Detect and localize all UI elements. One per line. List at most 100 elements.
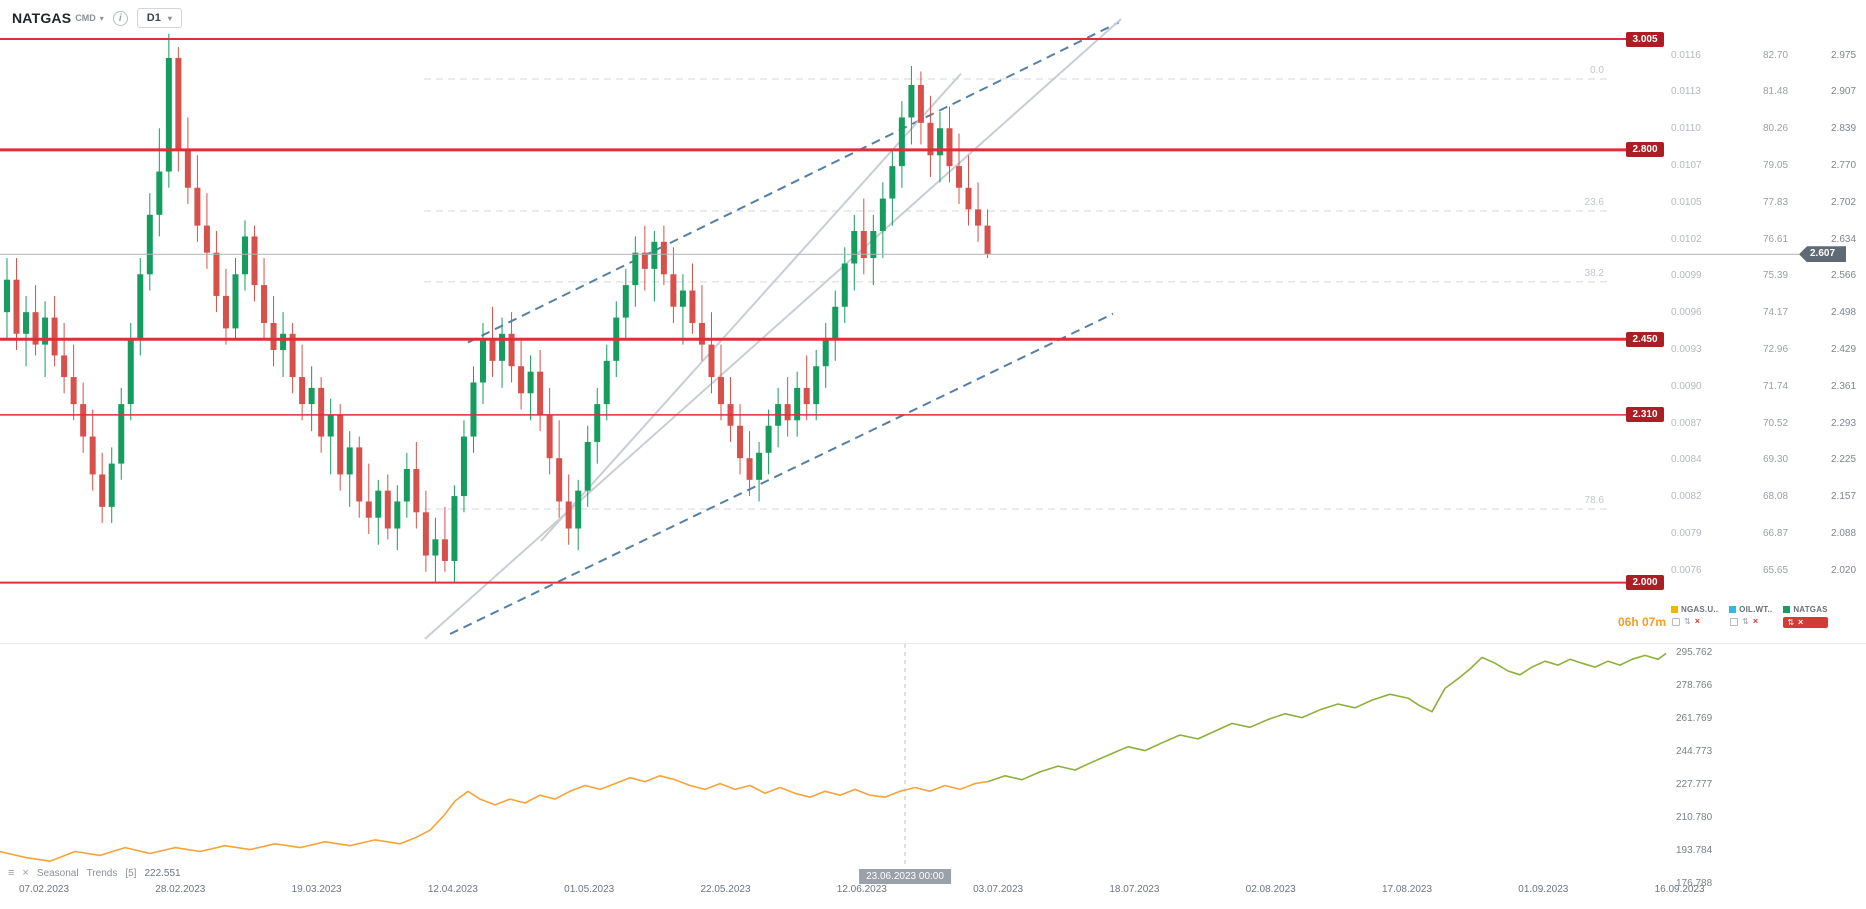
candle-body [689, 290, 696, 323]
candle-body [460, 436, 467, 497]
timeframe-value: D1 [146, 12, 161, 24]
candle-body [851, 231, 858, 264]
candle-body [879, 198, 886, 232]
price-level-label: 3.005 [1626, 31, 1664, 47]
candle-body [4, 279, 10, 313]
price-scale-value: 0.0116 [1671, 49, 1701, 61]
price-scale-value: 71.74 [1763, 380, 1789, 392]
price-scale-value: 2.429 [1831, 343, 1857, 355]
price-scale-value: 2.157 [1831, 491, 1857, 503]
channel-trendline [467, 21, 1120, 344]
sort-arrows-icon[interactable]: ⇅ [1684, 617, 1691, 626]
price-scale-value: 0.0076 [1671, 564, 1702, 576]
candle-body [299, 377, 306, 405]
candle-body [936, 128, 943, 156]
candle-body [946, 128, 953, 167]
candle-body [756, 452, 763, 480]
fib-level-label: 78.6 [1584, 495, 1604, 507]
visibility-icon[interactable] [1672, 617, 1680, 626]
candle-body [870, 231, 877, 259]
price-scale-value: 65.65 [1763, 564, 1789, 576]
seasonal-axis[interactable]: 295.762 278.766 261.769 244.773 227.777 210.7… [1676, 0, 1736, 909]
time-axis-label: 17.08.2023 [1381, 884, 1433, 895]
legend-swatch [1783, 606, 1791, 613]
price-level-label: 2.450 [1626, 331, 1664, 347]
price-scale-value: 69.30 [1763, 454, 1789, 466]
timeframe-dropdown[interactable]: D1 ▾ [136, 8, 182, 28]
price-scale-value: 0.0113 [1671, 86, 1701, 98]
candle-body [556, 458, 563, 502]
legend-item-oil[interactable]: OIL.WT.. ⇅ × [1729, 605, 1772, 628]
candle-body [537, 371, 544, 415]
candle-body [251, 236, 258, 286]
legend-item-natgas[interactable]: NATGAS ⇅ × [1783, 605, 1828, 628]
session-countdown: 06h 07m [1617, 615, 1666, 629]
symbol-selector[interactable]: NATGAS CMD ▾ [12, 10, 104, 26]
price-scale-value: 0.0096 [1671, 307, 1702, 319]
price-axis-column[interactable]: 2.975 2.907 2.839 2.770 2.702 2.634 2.566 2.498… [1831, 0, 1866, 909]
candle-body [803, 387, 810, 405]
info-icon[interactable]: i [112, 10, 128, 26]
fib-level-label: 0.0 [1590, 65, 1604, 77]
trendline [540, 72, 962, 542]
candle-body [194, 187, 201, 226]
candle-body [841, 263, 848, 307]
indicator-value: 222.551 [144, 867, 181, 879]
chevron-down-icon: ▾ [99, 13, 104, 23]
candle-body [718, 377, 724, 405]
candle-body [508, 333, 515, 367]
candle-body [441, 539, 448, 561]
candle-body [584, 441, 591, 491]
candle-body [165, 57, 172, 172]
candle-body [70, 377, 77, 405]
candle-body [146, 214, 153, 275]
price-scale-value: 2.498 [1831, 307, 1857, 319]
candle-body [908, 84, 915, 118]
remove-icon[interactable]: × [1752, 616, 1759, 626]
price-scale-value: 0.0107 [1671, 160, 1702, 172]
time-axis[interactable]: 07.02.2023 28.02.2023 19.03.2023 12.04.2023… [0, 884, 1866, 898]
candle-body [318, 387, 325, 437]
price-level-label: 2.310 [1626, 407, 1664, 423]
chart-legend: NGAS.U.. ⇅ × OIL.WT.. ⇅ × NATGAS [1671, 605, 1828, 628]
price-scale-value: 2.702 [1831, 196, 1857, 208]
legend-item-ngas[interactable]: NGAS.U.. ⇅ × [1671, 605, 1718, 628]
candle-body [32, 312, 39, 345]
candle-body [632, 252, 639, 286]
candle-body [51, 317, 58, 356]
price-scale-value: 70.52 [1763, 417, 1789, 429]
candle-body [565, 501, 572, 529]
trendline [424, 18, 1122, 640]
price-scale-value: 0.0082 [1671, 491, 1702, 503]
candle-body [203, 225, 210, 253]
candle-body [337, 414, 344, 475]
time-axis-label: 01.05.2023 [564, 884, 615, 895]
candle-body [527, 371, 534, 394]
seasonal-scale-value: 193.784 [1676, 844, 1713, 856]
price-scale-value: 77.83 [1763, 196, 1789, 208]
candle-body [327, 414, 334, 437]
menu-icon[interactable]: ≡ [8, 867, 15, 879]
price-scale-value: 0.0084 [1671, 454, 1702, 466]
price-axis-column[interactable]: 82.70 81.48 80.26 79.05 77.83 76.61 75.39 74.17… [1763, 0, 1815, 909]
candle-body [575, 490, 582, 529]
candle-body [670, 274, 677, 307]
price-scale-value: 0.0110 [1671, 123, 1701, 135]
remove-icon[interactable]: × [1694, 616, 1700, 626]
close-icon[interactable]: × [22, 867, 29, 879]
price-level-label: 2.000 [1626, 575, 1664, 591]
price-axis-column[interactable]: 0.0116 0.0113 0.0110 0.0107 0.0105 0.0102 0.00… [1671, 0, 1723, 909]
price-scale-value: 0.0090 [1671, 380, 1702, 392]
fib-level-label: 38.2 [1584, 267, 1604, 279]
sort-arrows-icon[interactable]: ⇅ [1787, 618, 1795, 627]
candle-body [137, 274, 144, 340]
price-scale-value: 72.96 [1763, 343, 1789, 355]
channel-trendline [449, 312, 1114, 635]
candle-body [80, 404, 87, 437]
candle-body [375, 490, 382, 518]
visibility-icon[interactable] [1730, 617, 1739, 626]
sort-arrows-icon[interactable]: ⇅ [1742, 617, 1749, 626]
remove-icon[interactable]: × [1798, 617, 1804, 627]
